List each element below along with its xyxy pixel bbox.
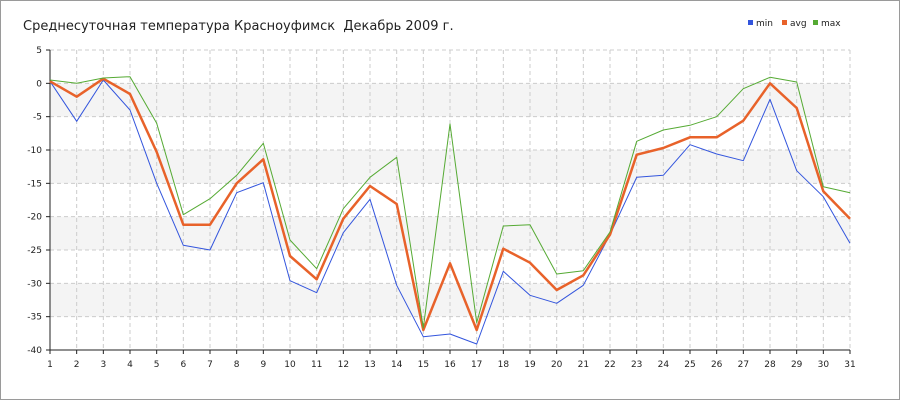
x-tick-label: 18 bbox=[498, 360, 510, 370]
legend: min avg max bbox=[748, 19, 841, 29]
x-tick-label: 14 bbox=[391, 360, 403, 370]
x-tick-label: 21 bbox=[578, 360, 589, 370]
y-tick-label: -5 bbox=[33, 113, 42, 123]
x-tick-label: 19 bbox=[524, 360, 536, 370]
x-tick-label: 26 bbox=[711, 360, 723, 370]
x-tick-label: 13 bbox=[364, 360, 375, 370]
x-tick-label: 2 bbox=[74, 360, 80, 370]
data-series bbox=[49, 76, 851, 345]
y-tick-label: -25 bbox=[27, 246, 42, 256]
legend-swatch-avg bbox=[782, 20, 787, 25]
x-tick-label: 31 bbox=[844, 360, 855, 370]
x-tick-label: 9 bbox=[260, 360, 266, 370]
y-tick-label: -15 bbox=[27, 179, 42, 189]
x-tick-label: 22 bbox=[604, 360, 615, 370]
x-tick-label: 29 bbox=[791, 360, 803, 370]
axis-ticks: 50-5-10-15-20-25-30-35-401 2 3 4 5 6 7 8 9 10 11 12… bbox=[27, 46, 855, 370]
x-tick-label: 20 bbox=[551, 360, 563, 370]
x-tick-label: 6 bbox=[180, 360, 186, 370]
legend-swatch-min bbox=[748, 20, 753, 25]
x-tick-label: 3 bbox=[100, 360, 106, 370]
y-tick-label: 5 bbox=[36, 46, 42, 56]
x-tick-label: 25 bbox=[684, 360, 695, 370]
legend-label-avg: avg bbox=[790, 19, 807, 29]
legend-label-max: max bbox=[821, 19, 841, 29]
x-tick-label: 23 bbox=[631, 360, 642, 370]
x-tick-label: 11 bbox=[311, 360, 322, 370]
y-tick-label: -20 bbox=[27, 213, 42, 223]
x-tick-label: 28 bbox=[764, 360, 776, 370]
series-line-avg bbox=[49, 77, 851, 332]
x-tick-label: 15 bbox=[418, 360, 429, 370]
x-tick-label: 12 bbox=[338, 360, 349, 370]
x-tick-label: 24 bbox=[658, 360, 670, 370]
chart-title: Среднесуточная температура Красноуфимск … bbox=[23, 19, 454, 34]
y-tick-label: -30 bbox=[27, 279, 42, 289]
x-tick-label: 17 bbox=[471, 360, 482, 370]
x-tick-label: 5 bbox=[154, 360, 160, 370]
y-tick-label: -40 bbox=[27, 346, 42, 356]
y-tick-label: -35 bbox=[27, 313, 42, 323]
series-line-max bbox=[49, 76, 851, 329]
x-tick-label: 4 bbox=[127, 360, 133, 370]
y-tick-label: 0 bbox=[36, 79, 42, 89]
x-tick-label: 16 bbox=[444, 360, 456, 370]
x-tick-label: 1 bbox=[47, 360, 53, 370]
x-tick-label: 8 bbox=[234, 360, 240, 370]
x-tick-label: 30 bbox=[818, 360, 830, 370]
legend-swatch-max bbox=[813, 20, 818, 25]
x-tick-label: 7 bbox=[207, 360, 213, 370]
x-tick-label: 27 bbox=[738, 360, 749, 370]
legend-label-min: min bbox=[756, 19, 773, 29]
x-tick-label: 10 bbox=[284, 360, 296, 370]
series-line-min bbox=[49, 79, 851, 345]
y-tick-label: -10 bbox=[27, 146, 42, 156]
